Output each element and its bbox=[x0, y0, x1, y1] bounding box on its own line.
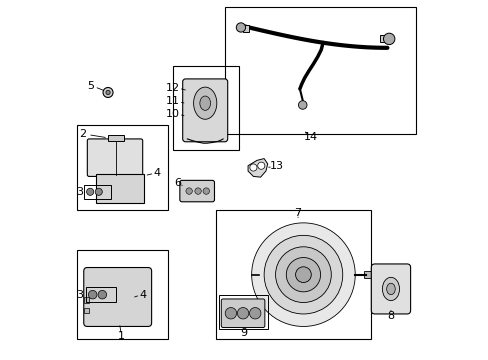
Ellipse shape bbox=[200, 96, 210, 111]
Text: 4: 4 bbox=[139, 290, 146, 300]
Text: 7: 7 bbox=[294, 208, 301, 218]
Text: 6: 6 bbox=[174, 178, 181, 188]
Bar bbox=[77, 249, 167, 339]
Bar bbox=[173, 66, 239, 150]
FancyBboxPatch shape bbox=[221, 299, 264, 328]
Ellipse shape bbox=[386, 283, 394, 295]
FancyBboxPatch shape bbox=[370, 264, 410, 314]
Bar bbox=[83, 297, 89, 302]
FancyBboxPatch shape bbox=[87, 139, 142, 176]
Bar bbox=[77, 125, 167, 210]
Text: 4: 4 bbox=[153, 168, 160, 178]
Bar bbox=[85, 287, 116, 302]
Text: 5: 5 bbox=[87, 81, 94, 91]
Circle shape bbox=[95, 188, 102, 195]
Bar bbox=[364, 271, 370, 278]
Bar bbox=[96, 174, 144, 203]
Circle shape bbox=[98, 291, 106, 299]
FancyBboxPatch shape bbox=[83, 267, 151, 327]
Circle shape bbox=[275, 247, 331, 302]
Text: 2: 2 bbox=[80, 129, 86, 139]
Text: 13: 13 bbox=[269, 161, 283, 171]
Circle shape bbox=[285, 257, 320, 292]
Circle shape bbox=[203, 188, 209, 194]
Circle shape bbox=[264, 235, 342, 314]
Ellipse shape bbox=[193, 87, 216, 119]
Circle shape bbox=[185, 188, 192, 194]
Circle shape bbox=[237, 307, 248, 319]
FancyBboxPatch shape bbox=[180, 180, 214, 202]
Text: 12: 12 bbox=[165, 83, 180, 93]
Bar bbox=[83, 307, 89, 313]
Text: 9: 9 bbox=[240, 328, 246, 338]
Circle shape bbox=[249, 164, 257, 171]
Circle shape bbox=[225, 307, 236, 319]
Bar bbox=[216, 210, 370, 339]
Bar bbox=[224, 7, 415, 134]
Circle shape bbox=[298, 101, 306, 109]
Bar bbox=[219, 296, 267, 329]
Circle shape bbox=[383, 33, 394, 45]
Text: 3: 3 bbox=[76, 187, 83, 197]
Bar bbox=[108, 135, 123, 141]
Circle shape bbox=[257, 162, 264, 169]
Circle shape bbox=[106, 90, 110, 95]
Text: 3: 3 bbox=[76, 290, 83, 300]
Polygon shape bbox=[247, 158, 267, 177]
Ellipse shape bbox=[382, 277, 399, 301]
Bar bbox=[242, 24, 248, 32]
Bar bbox=[379, 35, 385, 42]
Circle shape bbox=[249, 307, 261, 319]
Text: 8: 8 bbox=[386, 311, 394, 321]
Circle shape bbox=[236, 23, 245, 32]
Bar bbox=[84, 185, 111, 199]
Circle shape bbox=[88, 291, 97, 299]
Text: 1: 1 bbox=[118, 331, 124, 341]
Circle shape bbox=[103, 87, 113, 98]
Text: 14: 14 bbox=[303, 132, 317, 142]
Circle shape bbox=[194, 188, 201, 194]
Circle shape bbox=[295, 267, 311, 283]
Circle shape bbox=[251, 223, 354, 327]
Text: 10: 10 bbox=[166, 109, 180, 119]
Circle shape bbox=[86, 188, 94, 195]
FancyBboxPatch shape bbox=[183, 79, 227, 142]
Text: 11: 11 bbox=[166, 96, 180, 107]
